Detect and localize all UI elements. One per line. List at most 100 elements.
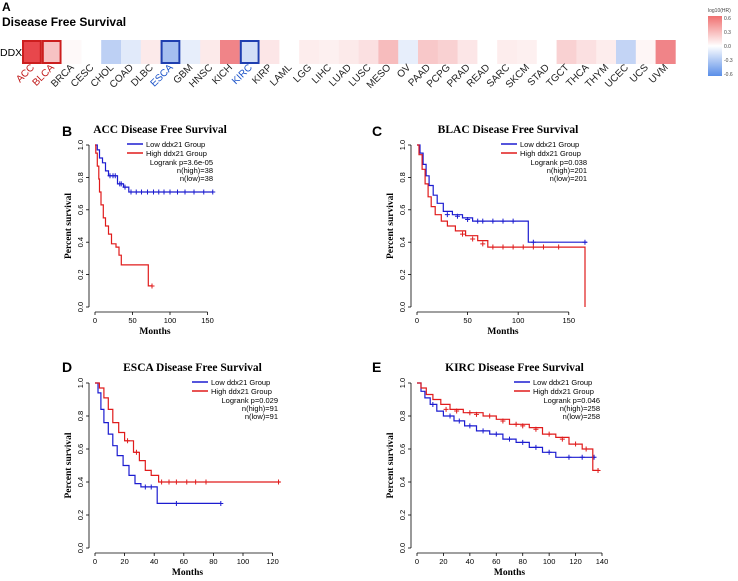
- heatmap-cell-esca: [160, 40, 181, 64]
- censor-mark: [520, 439, 526, 445]
- legend-n-high: n(high)=201: [547, 166, 587, 175]
- censor-mark: [118, 181, 124, 187]
- km-panel-c: C BLAC Disease Free Survival 0.0 0.2 0.4 0.6 0…: [372, 123, 588, 337]
- heatmap-cell-lusc: [358, 40, 379, 64]
- legend-tick-label: 0.0: [724, 44, 731, 50]
- x-tick-label: 20: [120, 557, 128, 566]
- heatmap-cell-blca: [41, 40, 62, 64]
- censor-mark: [507, 436, 512, 442]
- heatmap-cell-prad: [457, 40, 478, 64]
- censor-mark: [546, 449, 552, 455]
- heatmap-label-kirc: KIRC: [230, 62, 255, 87]
- heatmap-cell-ucec: [616, 40, 637, 64]
- panel-a-title: Disease Free Survival: [2, 15, 126, 29]
- legend-high-label: High ddx21 Group: [533, 387, 594, 396]
- heatmap-cell-gbm: [180, 40, 201, 64]
- legend-high-label: High ddx21 Group: [211, 387, 272, 396]
- heatmap-cell-skcm: [517, 40, 538, 64]
- x-tick-label: 50: [463, 316, 471, 325]
- x-tick-label: 0: [93, 316, 97, 325]
- y-tick-label: 0.2: [398, 510, 407, 520]
- censor-mark: [475, 218, 481, 224]
- legend-high-label: High ddx21 Group: [520, 149, 581, 158]
- heatmap-sig-box-blca: [41, 40, 62, 64]
- y-tick-label: 0.4: [76, 237, 85, 247]
- censor-mark: [145, 189, 150, 195]
- censor-mark: [149, 283, 155, 289]
- km-panels: B ACC Disease Free Survival 0.0 0.2 0.4 0.6 0.…: [62, 123, 608, 578]
- censor-mark: [470, 236, 476, 242]
- heatmap: ACCBLCABRCACESCCHOLCOADDLBCESCAGBMHNSCKI…: [14, 40, 676, 91]
- y-tick-label: 0.2: [398, 269, 407, 279]
- heatmap-cell-cesc: [81, 40, 102, 64]
- censor-mark: [133, 449, 139, 455]
- heatmap-cell-kirp: [259, 40, 280, 64]
- legend-low-label: Low ddx21 Group: [520, 140, 579, 149]
- censor-mark: [530, 244, 536, 250]
- x-tick-label: 60: [180, 557, 188, 566]
- x-tick-label: 120: [569, 557, 582, 566]
- censor-mark: [520, 423, 526, 429]
- heatmap-cell-dlbc: [140, 40, 161, 64]
- legend-tick-label: 0.6: [724, 16, 731, 22]
- censor-mark: [454, 213, 460, 219]
- y-tick-label: 0.0: [398, 302, 407, 312]
- heatmap-cell-meso: [378, 40, 399, 64]
- x-tick-label: 150: [201, 316, 214, 325]
- km-curve-high: [417, 144, 586, 307]
- legend-n-low: n(low)=91: [245, 412, 278, 421]
- legend-n-low: n(low)=201: [550, 174, 587, 183]
- heatmap-cell-read: [477, 40, 498, 64]
- censor-mark: [142, 484, 148, 490]
- censor-mark: [161, 189, 167, 195]
- x-axis-label: Months: [487, 327, 518, 337]
- censor-mark: [473, 411, 479, 417]
- x-tick-label: 80: [209, 557, 217, 566]
- censor-mark: [148, 484, 154, 490]
- y-axis-label: Percent survival: [386, 432, 396, 498]
- y-tick-label: 0.8: [76, 411, 85, 421]
- x-tick-label: 60: [492, 557, 500, 566]
- y-tick-label: 0.6: [76, 444, 85, 454]
- y-tick-label: 0.6: [398, 205, 407, 215]
- censor-mark: [500, 418, 506, 424]
- censor-mark: [500, 244, 506, 250]
- km-curve-high: [417, 382, 600, 471]
- km-panel-b: B ACC Disease Free Survival 0.0 0.2 0.4 0.6 0.…: [62, 123, 227, 337]
- censor-mark: [556, 244, 562, 250]
- censor-mark: [175, 189, 180, 195]
- censor-mark: [276, 479, 282, 485]
- censor-mark: [487, 413, 493, 419]
- legend-n-high: n(high)=38: [177, 166, 213, 175]
- km-title: ACC Disease Free Survival: [93, 124, 227, 136]
- heatmap-cell-pcpg: [437, 40, 458, 64]
- km-title: ESCA Disease Free Survival: [123, 362, 262, 374]
- censor-mark: [139, 189, 144, 195]
- heatmap-label-uvm: UVM: [647, 62, 671, 86]
- heatmap-cell-sarc: [497, 40, 518, 64]
- heatmap-cell-kirc: [239, 40, 260, 64]
- censor-mark: [533, 426, 539, 432]
- censor-mark: [460, 231, 466, 237]
- censor-mark: [182, 189, 188, 195]
- censor-mark: [166, 479, 172, 485]
- heatmap-cell-coad: [121, 40, 142, 64]
- censor-mark: [173, 500, 179, 506]
- heatmap-cell-lgg: [299, 40, 320, 64]
- censor-mark: [159, 479, 165, 485]
- panel-a-letter: A: [2, 0, 11, 14]
- heatmap-cell-kich: [220, 40, 241, 64]
- legend-logrank: Logrank p=0.029: [221, 396, 278, 405]
- km-curve-high: [95, 144, 152, 287]
- km-panel-e: E KIRC Disease Free Survival 0.0 0.2 0.4 0.6 0…: [372, 359, 608, 578]
- heatmap-cell-thym: [596, 40, 617, 64]
- censor-mark: [156, 189, 162, 195]
- censor-mark: [559, 436, 565, 442]
- censor-mark: [510, 218, 516, 224]
- censor-mark: [456, 418, 462, 424]
- legend-n-low: n(low)=38: [180, 174, 213, 183]
- censor-mark: [493, 431, 499, 437]
- y-axis-label: Percent survival: [64, 193, 74, 259]
- km-panel-d: D ESCA Disease Free Survival 0.0 0.2 0.4 0.6 0…: [62, 359, 282, 578]
- y-tick-label: 0.2: [76, 510, 85, 520]
